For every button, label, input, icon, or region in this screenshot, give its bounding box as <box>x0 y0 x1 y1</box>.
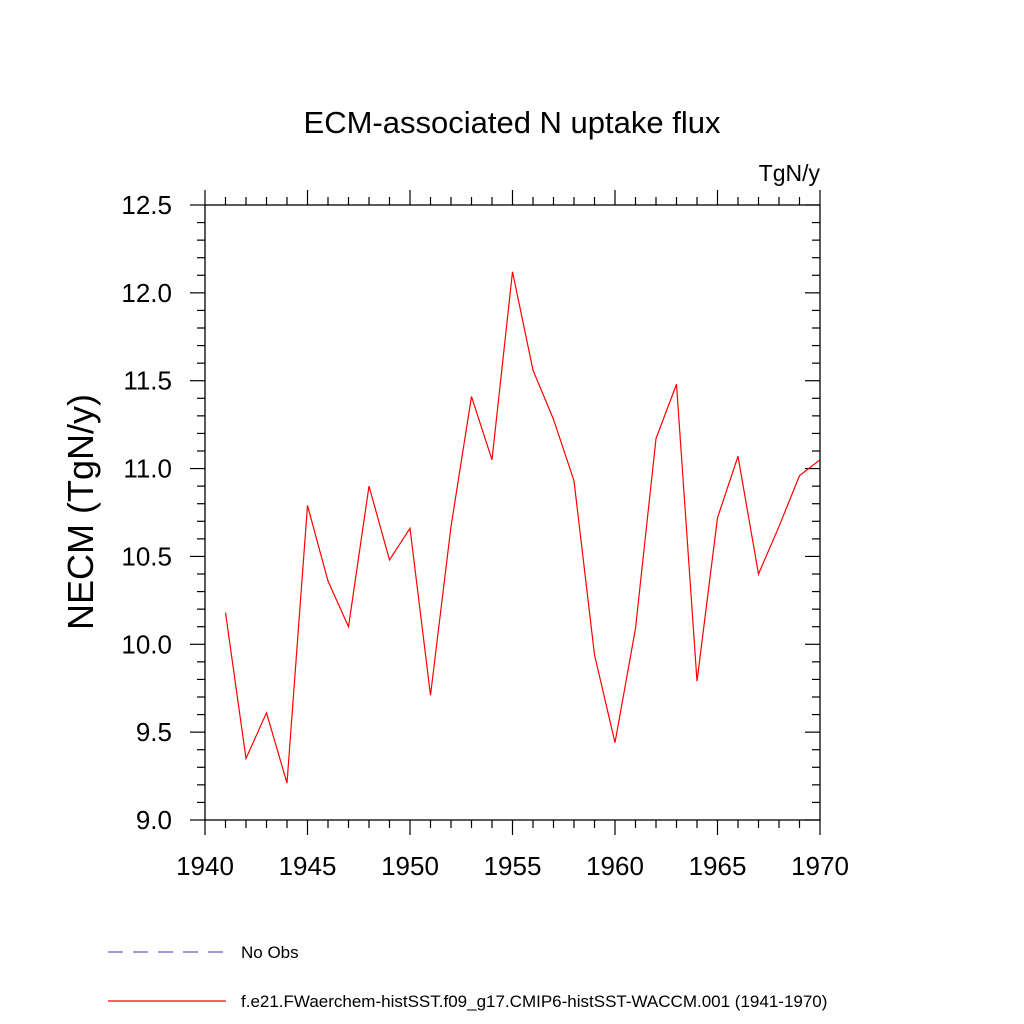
x-tick-label: 1950 <box>381 851 439 881</box>
x-tick-label: 1945 <box>279 851 337 881</box>
legend-label: No Obs <box>241 943 299 962</box>
x-tick-label: 1960 <box>586 851 644 881</box>
series-line <box>224 271 821 784</box>
x-tick-labels: 1940 1945 1950 1955 1960 1965 1970 <box>176 851 849 881</box>
axis-ticks <box>190 190 821 835</box>
y-tick-label: 11.5 <box>123 366 172 396</box>
x-tick-label: 1965 <box>689 851 747 881</box>
y-tick-label: 10.0 <box>121 629 172 659</box>
x-tick-label: 1955 <box>484 851 542 881</box>
y-tick-label: 9.5 <box>136 717 172 747</box>
chart-title: ECM-associated N uptake flux <box>304 105 721 140</box>
y-tick-label: 12.5 <box>121 190 172 220</box>
x-tick-label: 1940 <box>176 851 234 881</box>
legend: No Obs f.e21.FWaerchem-histSST.f09_g17.CM… <box>108 943 827 1011</box>
y-tick-label: 10.5 <box>121 541 172 571</box>
plot-frame <box>204 204 821 821</box>
units-label: TgN/y <box>759 160 821 186</box>
x-tick-label: 1970 <box>791 851 849 881</box>
legend-label: f.e21.FWaerchem-histSST.f09_g17.CMIP6-hi… <box>241 992 827 1011</box>
y-tick-label: 11.0 <box>123 454 172 484</box>
y-tick-label: 12.0 <box>121 278 172 308</box>
y-tick-labels: 9.0 9.5 10.0 10.5 11.0 11.5 12.0 12.5 <box>121 190 172 835</box>
y-tick-label: 9.0 <box>136 805 172 835</box>
series-layer <box>224 271 821 784</box>
y-axis-label: NECM (TgN/y) <box>60 394 101 630</box>
